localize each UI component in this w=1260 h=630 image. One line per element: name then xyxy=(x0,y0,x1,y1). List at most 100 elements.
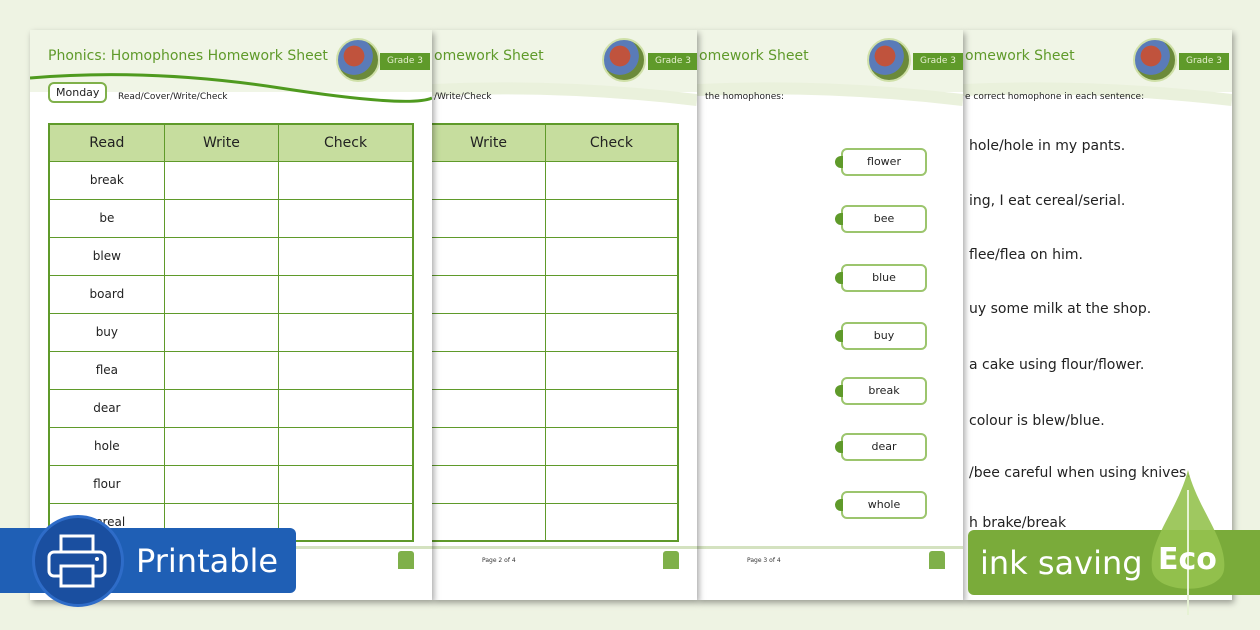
table-row: board xyxy=(48,274,414,314)
homework-table: Write Check xyxy=(432,123,679,542)
column-header: Check xyxy=(278,123,414,162)
check-cell xyxy=(278,464,414,504)
sentence: uy some milk at the shop. xyxy=(969,301,1152,317)
write-cell xyxy=(163,236,280,276)
table-row: break xyxy=(48,160,414,200)
write-cell xyxy=(432,350,546,390)
table-row xyxy=(432,274,679,314)
word-box: flower xyxy=(835,148,927,176)
sentence: colour is blew/blue. xyxy=(969,413,1105,429)
header-swoosh xyxy=(963,82,1232,106)
write-cell xyxy=(432,502,546,542)
worksheet-page-2: omework Sheet Grade 3 /Write/Check Write… xyxy=(432,30,697,600)
instruction: /Write/Check xyxy=(434,92,492,102)
table-row xyxy=(432,502,679,542)
grade-badge: Grade 3 xyxy=(1179,53,1229,70)
write-cell xyxy=(163,312,280,352)
check-cell xyxy=(278,312,414,352)
homework-table: Read Write Check break be blew board buy flea de… xyxy=(48,123,414,542)
page-number: Page 3 of 4 xyxy=(747,557,781,564)
check-cell xyxy=(544,312,679,352)
check-cell xyxy=(278,426,414,466)
read-word: blew xyxy=(48,236,165,276)
table-row: buy xyxy=(48,312,414,352)
word-box: buy xyxy=(835,322,927,350)
eco-label: Eco xyxy=(1158,542,1217,577)
table-row xyxy=(432,198,679,238)
table-row xyxy=(432,388,679,428)
check-cell xyxy=(278,198,414,238)
page-title: omework Sheet xyxy=(965,48,1075,64)
read-word: hole xyxy=(48,426,165,466)
page-footer: Page 3 of 4 xyxy=(697,546,963,570)
word-box: dear xyxy=(835,433,927,461)
check-cell xyxy=(278,388,414,428)
page-title: omework Sheet xyxy=(699,48,809,64)
write-cell xyxy=(432,426,546,466)
sentence: a cake using flour/flower. xyxy=(969,357,1145,373)
column-header: Write xyxy=(163,123,280,162)
write-cell xyxy=(163,426,280,466)
write-cell xyxy=(163,388,280,428)
page-title: Phonics: Homophones Homework Sheet xyxy=(48,48,328,64)
twinkl-logo-icon xyxy=(663,551,679,569)
check-cell xyxy=(544,198,679,238)
read-word: flea xyxy=(48,350,165,390)
column-header: Read xyxy=(48,123,165,162)
children-avatar-icon xyxy=(1133,38,1177,82)
write-cell xyxy=(163,198,280,238)
check-cell xyxy=(544,274,679,314)
check-cell xyxy=(544,236,679,276)
instruction: the homophones: xyxy=(705,92,785,102)
check-cell xyxy=(544,426,679,466)
check-cell xyxy=(278,502,414,542)
sentence: flee/flea on him. xyxy=(969,247,1083,263)
grade-badge: Grade 3 xyxy=(648,53,697,70)
table-row: flour xyxy=(48,464,414,504)
table-row xyxy=(432,312,679,352)
read-word: break xyxy=(48,160,165,200)
check-cell xyxy=(544,502,679,542)
table-row xyxy=(432,350,679,390)
day-label: Monday xyxy=(48,82,108,103)
table-row: hole xyxy=(48,426,414,466)
twinkl-logo-icon xyxy=(398,551,414,569)
check-cell xyxy=(544,464,679,504)
table-row xyxy=(432,236,679,276)
read-word: dear xyxy=(48,388,165,428)
check-cell xyxy=(278,236,414,276)
word-box: blue xyxy=(835,264,927,292)
page-title: omework Sheet xyxy=(434,48,544,64)
table-row xyxy=(432,160,679,200)
write-cell xyxy=(432,198,546,238)
word-box: break xyxy=(835,377,927,405)
read-word: buy xyxy=(48,312,165,352)
write-cell xyxy=(163,350,280,390)
table-row: dear xyxy=(48,388,414,428)
printable-label: Printable xyxy=(136,541,279,580)
grade-badge: Grade 3 xyxy=(380,53,430,70)
grade-badge: Grade 3 xyxy=(913,53,963,70)
read-word: board xyxy=(48,274,165,314)
instruction: Read/Cover/Write/Check xyxy=(118,92,228,102)
page-footer: Page 2 of 4 xyxy=(432,546,697,570)
table-row: blew xyxy=(48,236,414,276)
check-cell xyxy=(544,388,679,428)
sentence: hole/hole in my pants. xyxy=(969,138,1126,154)
header-swoosh xyxy=(697,82,963,106)
table-row xyxy=(432,426,679,466)
leaf-icon xyxy=(1151,470,1225,615)
table-row xyxy=(432,464,679,504)
check-cell xyxy=(278,160,414,200)
column-header: Check xyxy=(544,123,679,162)
column-header: Write xyxy=(432,123,546,162)
check-cell xyxy=(544,350,679,390)
check-cell xyxy=(278,350,414,390)
twinkl-logo-icon xyxy=(929,551,945,569)
header-swoosh xyxy=(30,73,432,103)
check-cell xyxy=(278,274,414,314)
write-cell xyxy=(163,160,280,200)
write-cell xyxy=(432,236,546,276)
write-cell xyxy=(432,160,546,200)
table-row: flea xyxy=(48,350,414,390)
